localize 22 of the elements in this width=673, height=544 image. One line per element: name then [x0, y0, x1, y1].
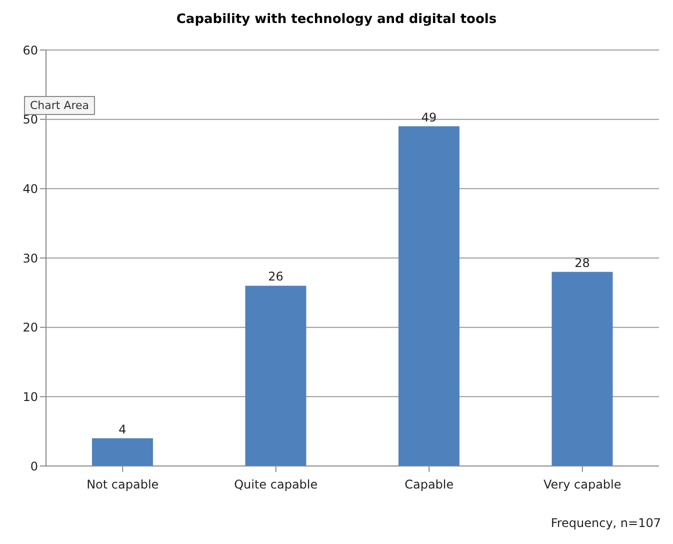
y-tick-label: 10 [22, 390, 38, 404]
y-tick-label: 50 [22, 112, 38, 127]
x-tick-label: Not capable [86, 478, 159, 492]
bar [245, 286, 306, 466]
bar [92, 438, 153, 466]
x-tick-label: Very capable [543, 478, 622, 492]
text: Frequency, n=107 [550, 516, 661, 530]
data-label: 26 [268, 270, 284, 284]
y-tick-label: 40 [22, 182, 38, 196]
chart-title: Capability with technology and digital tools [175, 11, 498, 29]
bar [398, 126, 460, 466]
data-label: 28 [574, 256, 590, 270]
y-tick-label: 60 [22, 43, 38, 58]
chart-area-callout: Chart Area [24, 96, 96, 115]
y-tick-label: 20 [22, 320, 38, 335]
x-tick-label: Capable [404, 478, 454, 492]
data-label: 4 [118, 422, 126, 436]
data-label: 49 [421, 110, 437, 124]
x-tick-label: Quite capable [234, 478, 318, 492]
bar [552, 272, 613, 466]
y-tick-label: 0 [30, 459, 38, 474]
y-tick-label: 30 [22, 251, 38, 266]
